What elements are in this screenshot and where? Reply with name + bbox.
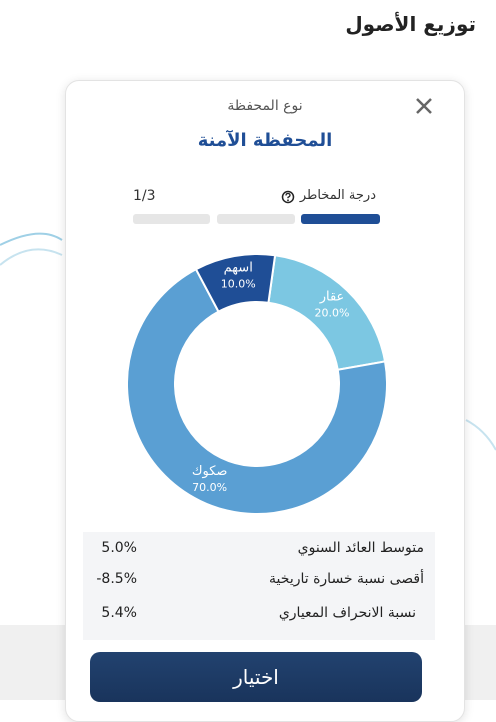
segment-value: 10.0% (221, 278, 256, 291)
risk-level: 1/3 (133, 188, 156, 204)
segment-value: 20.0% (315, 306, 350, 319)
risk-bar (133, 214, 210, 224)
card-subtitle: نوع المحفظة (227, 98, 303, 114)
page: {"header": {"title": "توزيع الأصول"}, "c… (0, 12, 496, 722)
segment-name: اسهم (224, 261, 253, 276)
decor-curve (465, 419, 496, 451)
segment-value: 70.0% (192, 481, 227, 494)
select-button[interactable]: اختيار (90, 652, 422, 702)
segment-name: عقار (319, 289, 345, 304)
risk-bars (133, 214, 380, 224)
donut-chart: عقار 20.0% صكوك 70.0% اسهم 10.0% (126, 253, 388, 515)
stat-value: -8.5% (96, 571, 137, 587)
segment-name: صكوك (192, 464, 228, 479)
risk-bar (217, 214, 295, 224)
decor-curve (0, 232, 63, 246)
risk-bar-active (301, 214, 380, 224)
close-button[interactable] (414, 96, 434, 116)
stat-value: 5.0% (101, 540, 137, 556)
portfolio-name: المحفظة الآمنة (197, 130, 333, 151)
risk-label: درجة المخاطر (299, 188, 376, 203)
donut-segment (194, 253, 277, 313)
donut-segment (126, 267, 388, 515)
decor-curve (0, 248, 63, 266)
close-icon (416, 98, 432, 114)
page-title: توزيع الأصول (345, 12, 476, 36)
stat-label: أقصى نسبة خسارة تاريخية (269, 571, 424, 587)
help-icon[interactable] (281, 190, 295, 204)
stat-label: نسبة الانحراف المعياري (278, 605, 416, 621)
stat-label: متوسط العائد السنوي (297, 540, 424, 556)
stats-box (83, 532, 435, 640)
stat-value: 5.4% (101, 605, 137, 621)
